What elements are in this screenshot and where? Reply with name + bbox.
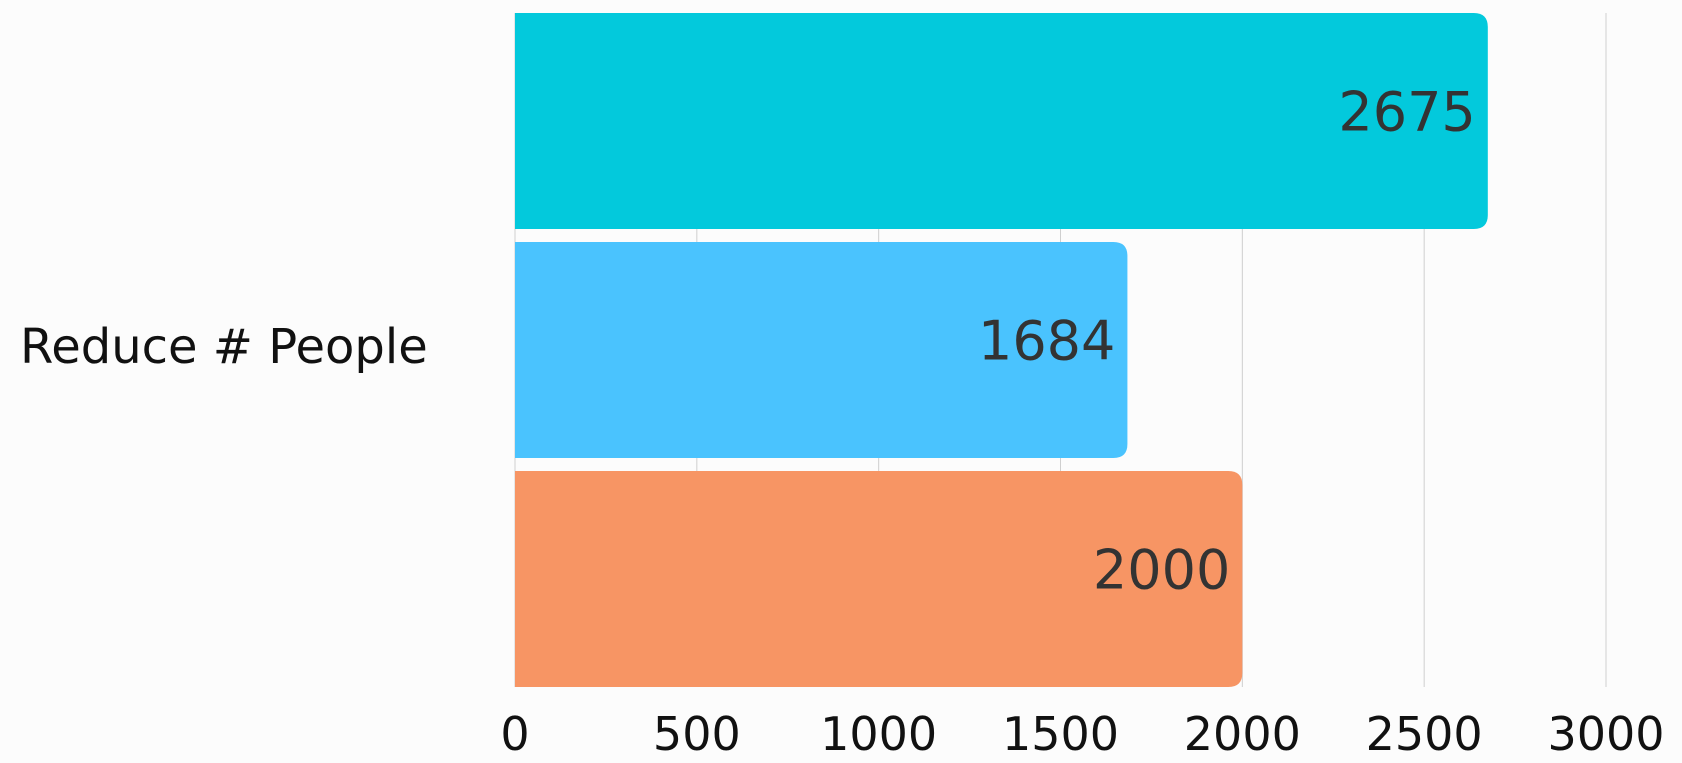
bar-value-label-2: 1684 (978, 310, 1115, 373)
x-tick-label-0: 0 (500, 707, 529, 761)
x-tick-label-3000: 3000 (1547, 707, 1664, 761)
bar-1 (515, 13, 1488, 229)
bar-value-label-3: 2000 (1093, 539, 1230, 602)
x-tick-label-2500: 2500 (1366, 707, 1483, 761)
bar-2 (515, 242, 1128, 458)
data-labels: 2675 1684 2000 (978, 81, 1476, 602)
x-tick-label-500: 500 (653, 707, 741, 761)
y-axis-categories: Reduce # People (20, 319, 428, 375)
bar-3 (515, 471, 1243, 687)
bar-value-label-1: 2675 (1338, 81, 1475, 144)
x-tick-label-2000: 2000 (1184, 707, 1301, 761)
bars (515, 13, 1488, 687)
x-axis-ticks: 0 500 1000 1500 2000 2500 3000 (500, 707, 1664, 761)
x-tick-label-1500: 1500 (1002, 707, 1119, 761)
y-category-label: Reduce # People (20, 319, 428, 375)
x-tick-label-1000: 1000 (820, 707, 937, 761)
